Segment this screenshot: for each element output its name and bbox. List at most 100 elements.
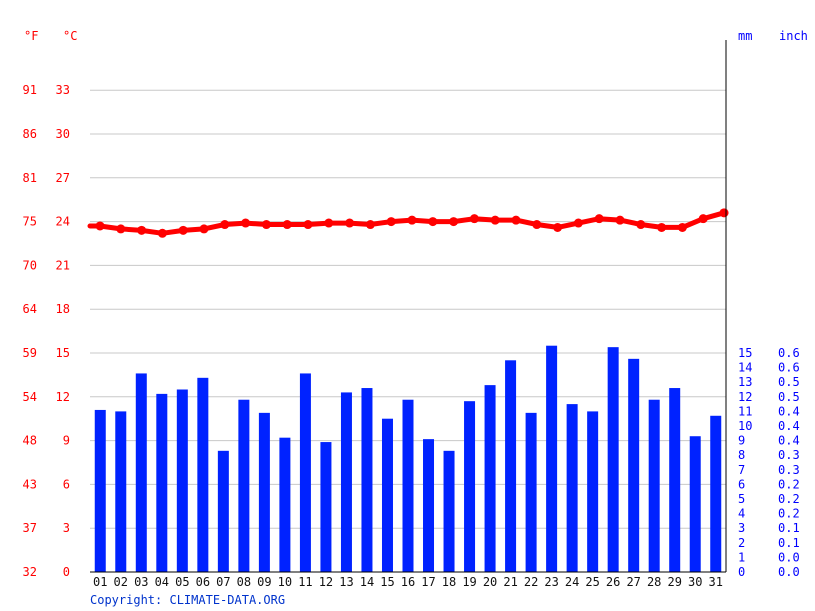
- tick-label-mm: 1: [738, 550, 745, 564]
- x-tick-label: 08: [237, 575, 251, 589]
- x-tick-label: 13: [339, 575, 353, 589]
- x-tick-label: 25: [585, 575, 599, 589]
- precipitation-bar: [176, 389, 188, 572]
- tick-label-fahrenheit: 64: [23, 302, 37, 316]
- temperature-point: [490, 215, 500, 225]
- temperature-line: [87, 208, 729, 238]
- tick-label-inch: 0.6: [778, 346, 800, 360]
- precipitation-bar: [156, 393, 168, 572]
- tick-label-fahrenheit: 81: [23, 171, 37, 185]
- x-tick-label: 23: [544, 575, 558, 589]
- temperature-point: [261, 220, 271, 230]
- precipitation-bar: [566, 404, 578, 572]
- tick-label-inch: 0.1: [778, 536, 800, 550]
- x-tick-label: 24: [565, 575, 579, 589]
- x-tick-label: 07: [216, 575, 230, 589]
- temperature-point: [241, 218, 251, 228]
- unit-mm: mm: [738, 29, 752, 43]
- temperature-point: [449, 217, 459, 227]
- tick-label-mm: 15: [738, 346, 752, 360]
- x-tick-label: 09: [257, 575, 271, 589]
- temperature-point: [95, 221, 105, 231]
- tick-label-mm: 13: [738, 375, 752, 389]
- tick-label-celsius: 30: [56, 127, 70, 141]
- x-tick-label: 05: [175, 575, 189, 589]
- temperature-point: [698, 214, 708, 224]
- precipitation-bar: [238, 399, 250, 572]
- x-tick-label: 19: [462, 575, 476, 589]
- temperature-point: [469, 214, 479, 224]
- tick-label-fahrenheit: 32: [23, 565, 37, 579]
- tick-label-celsius: 24: [56, 215, 70, 229]
- x-tick-label: 20: [483, 575, 497, 589]
- temperature-point: [636, 220, 646, 230]
- x-tick-label: 31: [709, 575, 723, 589]
- precipitation-bar: [258, 412, 270, 572]
- temperature-point: [511, 215, 521, 225]
- x-tick-label: 27: [626, 575, 640, 589]
- temperature-point: [365, 220, 375, 230]
- precipitation-bar: [546, 345, 558, 572]
- tick-label-mm: 8: [738, 448, 745, 462]
- tick-label-celsius: 3: [63, 521, 70, 535]
- temperature-point: [407, 215, 417, 225]
- tick-label-mm: 2: [738, 536, 745, 550]
- unit-celsius: °C: [63, 29, 77, 43]
- tick-label-inch: 0.4: [778, 404, 800, 418]
- precipitation-bar: [115, 411, 127, 572]
- temperature-point: [532, 220, 542, 230]
- tick-label-inch: 0.3: [778, 448, 800, 462]
- tick-label-inch: 0.0: [778, 565, 800, 579]
- temperature-point: [657, 222, 667, 232]
- precipitation-bars: [94, 345, 722, 572]
- temperature-point: [386, 217, 396, 227]
- precipitation-bar: [381, 418, 393, 572]
- tick-label-inch: 0.0: [778, 550, 800, 564]
- x-tick-label: 03: [134, 575, 148, 589]
- tick-label-mm: 10: [738, 419, 752, 433]
- x-tick-label: 21: [503, 575, 517, 589]
- x-tick-label: 15: [380, 575, 394, 589]
- tick-label-mm: 4: [738, 507, 745, 521]
- temperature-point: [220, 220, 230, 230]
- tick-label-celsius: 21: [56, 258, 70, 272]
- tick-label-fahrenheit: 43: [23, 477, 37, 491]
- tick-label-celsius: 27: [56, 171, 70, 185]
- tick-label-fahrenheit: 59: [23, 346, 37, 360]
- unit-fahrenheit: °F: [24, 29, 38, 43]
- temperature-point: [199, 224, 209, 234]
- temperature-point: [137, 225, 147, 235]
- tick-label-mm: 0: [738, 565, 745, 579]
- x-tick-label: 28: [647, 575, 661, 589]
- tick-label-inch: 0.6: [778, 361, 800, 375]
- tick-label-inch: 0.5: [778, 390, 800, 404]
- tick-label-inch: 0.5: [778, 375, 800, 389]
- tick-label-celsius: 6: [63, 477, 70, 491]
- temperature-point: [303, 220, 313, 230]
- x-tick-label: 04: [155, 575, 169, 589]
- precipitation-bar: [484, 385, 496, 572]
- temperature-point: [282, 220, 292, 230]
- precipitation-bar: [94, 409, 106, 572]
- tick-label-mm: 5: [738, 492, 745, 506]
- precipitation-bar: [217, 450, 229, 572]
- tick-label-celsius: 15: [56, 346, 70, 360]
- tick-label-mm: 14: [738, 361, 752, 375]
- x-tick-label: 17: [421, 575, 435, 589]
- temperature-point: [615, 215, 625, 225]
- tick-label-mm: 11: [738, 404, 752, 418]
- precipitation-bar: [607, 347, 619, 572]
- tick-label-fahrenheit: 75: [23, 215, 37, 229]
- temperature-point: [116, 224, 126, 234]
- temperature-point: [719, 208, 729, 218]
- grid-lines: [90, 89, 726, 529]
- x-tick-label: 30: [688, 575, 702, 589]
- temperature-point: [324, 218, 334, 228]
- precipitation-bar: [710, 415, 722, 572]
- precipitation-bar: [197, 377, 209, 572]
- tick-label-fahrenheit: 86: [23, 127, 37, 141]
- tick-label-celsius: 33: [56, 83, 70, 97]
- precipitation-bar: [299, 373, 311, 572]
- tick-label-celsius: 9: [63, 434, 70, 448]
